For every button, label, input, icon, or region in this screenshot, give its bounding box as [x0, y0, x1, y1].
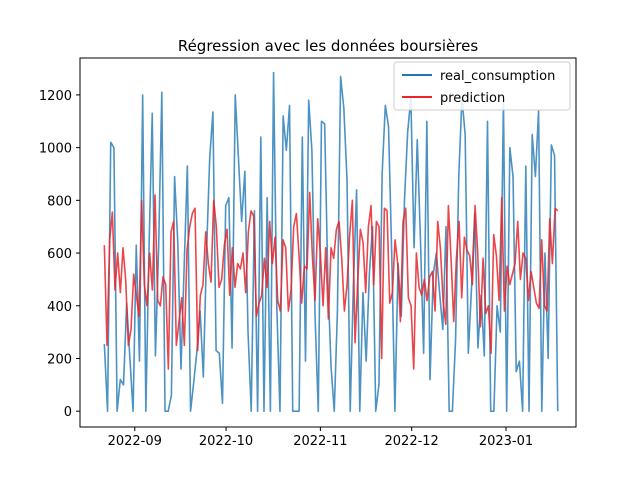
plot-frame	[79, 57, 577, 428]
x-tick-label: 2022-10	[199, 434, 253, 449]
y-axis: 0 200 400 600 800 1000 1200	[39, 89, 80, 420]
y-tick-label: 400	[47, 300, 72, 315]
x-tick-label: 2022-11	[293, 434, 347, 449]
legend-box	[393, 61, 571, 111]
x-axis: 2022-09 2022-10 2022-11 2022-12 2023-01	[108, 427, 533, 449]
plot-lines	[103, 71, 559, 412]
legend-label-real-consumption: real_consumption	[440, 69, 555, 84]
series-line-real-consumption	[103, 71, 559, 412]
x-tick-label: 2022-12	[385, 434, 439, 449]
y-tick-label: 600	[47, 247, 72, 262]
y-tick-label: 1200	[39, 89, 72, 104]
x-tick-label: 2023-01	[479, 434, 533, 449]
y-tick-label: 200	[47, 352, 72, 367]
chart-title: Régression avec les données boursières	[178, 37, 479, 55]
y-tick-label: 1000	[39, 142, 72, 157]
y-tick-label: 800	[47, 194, 72, 209]
legend-label-prediction: prediction	[440, 91, 505, 106]
legend: real_consumption prediction	[393, 61, 571, 111]
y-tick-label: 0	[64, 405, 72, 420]
series-line-prediction	[103, 191, 559, 370]
x-tick-label: 2022-09	[108, 434, 162, 449]
